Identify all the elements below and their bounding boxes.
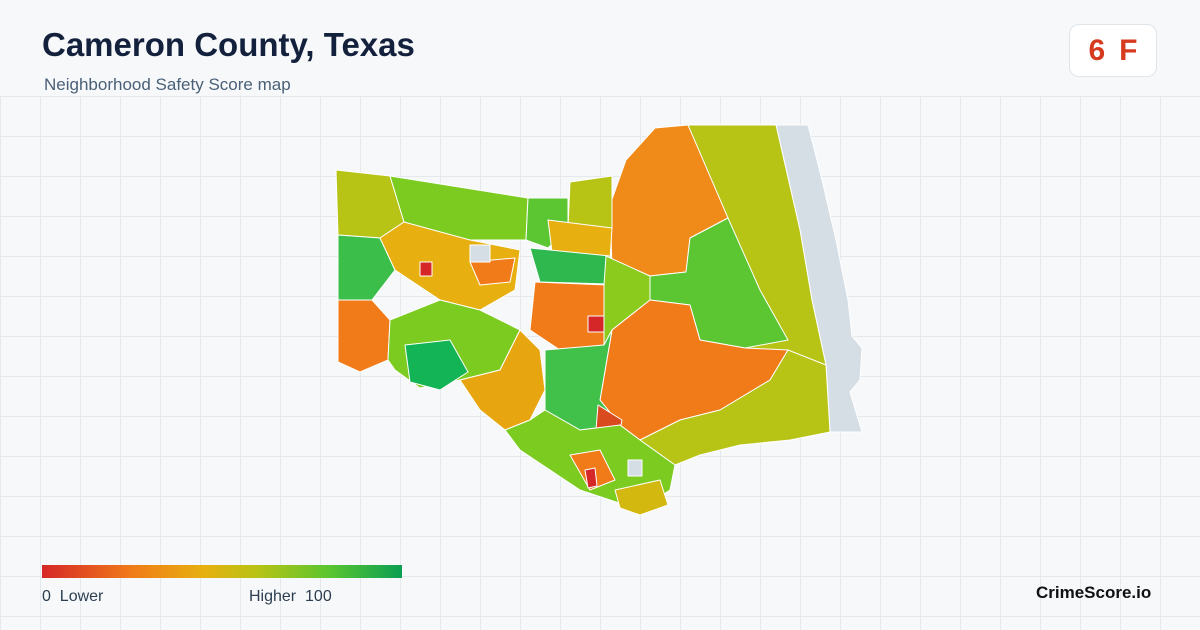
map-region-nodata-north[interactable] [469,244,491,263]
legend-min-value: 0 [42,588,51,605]
map-region-west-green[interactable] [337,234,396,301]
map-region-city-south-red[interactable] [584,467,598,489]
page-title: Cameron County, Texas [42,26,415,63]
map-region-north-olive[interactable] [567,175,613,229]
legend-gradient-bar [42,565,402,578]
map-region-sw-amber[interactable] [459,329,546,431]
legend-max: Higher 100 [249,588,332,606]
map-region-city-south-yellow[interactable] [614,479,669,516]
grade-badge: 6 F [1069,24,1157,77]
legend-max-label: Higher [249,588,297,605]
map-region-se-olive[interactable] [639,349,831,466]
map-region-west-orange[interactable] [337,299,391,373]
map-region-city-north-red[interactable] [419,261,433,277]
legend-min-label: Lower [59,588,104,605]
grade-score: 6 [1088,33,1106,67]
map-region-city-north-orange[interactable] [469,257,516,286]
brand-logo-text: CrimeScore.io [1036,583,1152,602]
map-region-center-red[interactable] [587,315,605,333]
legend-max-value: 100 [305,588,332,605]
map-region-cw-deep-green[interactable] [404,339,469,391]
page-subtitle: Neighborhood Safety Score map [44,75,291,94]
map-region-nodata-south[interactable] [627,459,643,477]
grade-letter: F [1119,33,1138,67]
legend-min: 0 Lower [42,588,103,606]
header-band [0,0,1200,96]
